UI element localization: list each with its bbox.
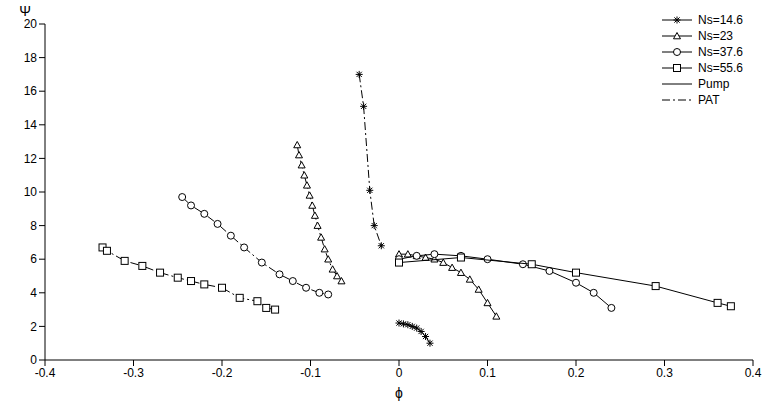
svg-text:-0.1: -0.1	[300, 366, 321, 380]
svg-text:0.4: 0.4	[745, 366, 762, 380]
svg-text:0.1: 0.1	[479, 366, 496, 380]
svg-text:0: 0	[396, 366, 403, 380]
svg-text:0: 0	[30, 353, 37, 367]
svg-text:Ns=55.6: Ns=55.6	[698, 61, 743, 75]
svg-text:-0.3: -0.3	[123, 366, 144, 380]
svg-text:Ns=14.6: Ns=14.6	[698, 13, 743, 27]
svg-text:16: 16	[24, 84, 38, 98]
svg-text:Ns=23: Ns=23	[698, 29, 733, 43]
svg-text:Ns=37.6: Ns=37.6	[698, 45, 743, 59]
svg-text:0.2: 0.2	[568, 366, 585, 380]
svg-text:14: 14	[24, 118, 38, 132]
svg-text:4: 4	[30, 286, 37, 300]
svg-text:12: 12	[24, 152, 38, 166]
svg-text:10: 10	[24, 185, 38, 199]
svg-text:Pump: Pump	[698, 77, 730, 91]
svg-text:6: 6	[30, 252, 37, 266]
svg-text:20: 20	[24, 17, 38, 31]
svg-text:-0.2: -0.2	[212, 366, 233, 380]
svg-text:ϕ: ϕ	[395, 385, 403, 401]
svg-text:2: 2	[30, 320, 37, 334]
svg-text:8: 8	[30, 219, 37, 233]
svg-text:PAT: PAT	[698, 93, 720, 107]
svg-text:0.3: 0.3	[656, 366, 673, 380]
svg-text:18: 18	[24, 51, 38, 65]
svg-text:-0.4: -0.4	[35, 366, 56, 380]
svg-text:Ψ: Ψ	[19, 3, 31, 19]
